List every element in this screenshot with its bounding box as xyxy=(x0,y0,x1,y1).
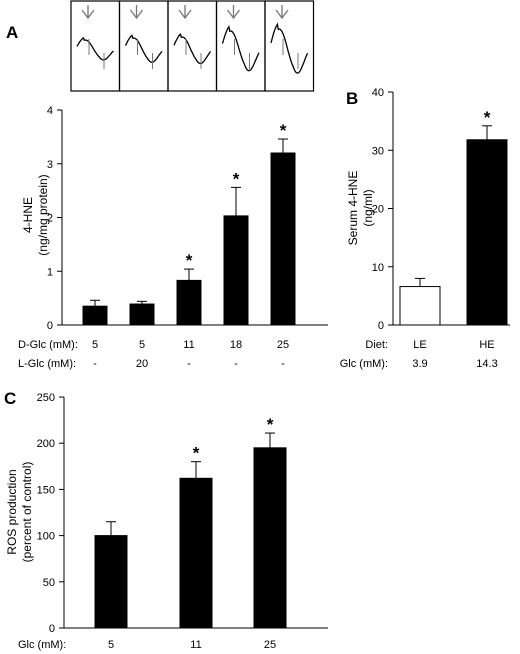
condition-value-b: HE xyxy=(479,339,494,351)
condition-value-a: - xyxy=(281,358,285,370)
y-axis-title-c-line2: (percent of control) xyxy=(20,462,34,563)
condition-value-a: - xyxy=(234,358,238,370)
voltage-trace xyxy=(270,22,309,74)
y-tick-label-c: 0 xyxy=(49,623,55,635)
y-tick-label-a: 0 xyxy=(47,320,53,332)
y-tick-label-c: 200 xyxy=(37,438,55,450)
bar-a xyxy=(270,152,296,326)
condition-row-label-a: D-Glc (mM): xyxy=(18,339,78,351)
y-axis-title-b-line1: Serum 4-HNE xyxy=(346,171,360,246)
y-tick-label-c: 50 xyxy=(43,577,55,589)
condition-row-label-a: L-Glc (mM): xyxy=(18,358,76,370)
condition-value-c: 5 xyxy=(108,639,114,651)
condition-value-a: 20 xyxy=(136,358,148,370)
chart-a-hne-cells: 0 1 2 3 4 * * * D-Glc (mM): 5 5 11 18 25 L-Glc (mM): - 2… xyxy=(18,105,328,370)
y-axis-title-b-line2: (ng/ml) xyxy=(361,189,375,226)
condition-row-label-b: Glc (mM): xyxy=(340,358,388,370)
y-tick-label-b: 30 xyxy=(372,145,384,157)
down-arrow-icon xyxy=(129,5,144,20)
bar-c xyxy=(94,535,128,629)
condition-row-label-b: Diet: xyxy=(365,339,388,351)
significance-star-b: * xyxy=(484,108,491,127)
y-tick-label-a: 4 xyxy=(47,105,53,117)
trace-box xyxy=(118,0,169,92)
bar-b xyxy=(466,139,508,326)
arrow-head xyxy=(226,9,241,20)
chart-b-serum-hne: 0 10 20 30 40 * Diet: LE HE Glc (mM): 3.9 14.3 xyxy=(340,87,510,370)
y-axis-title-c-line1: ROS production xyxy=(5,469,19,554)
down-arrow-icon xyxy=(226,5,241,20)
y-tick-label-a: 2 xyxy=(47,213,53,225)
down-arrow-icon xyxy=(275,5,289,20)
y-tick-label-a: 3 xyxy=(47,159,53,171)
y-tick-label-c: 150 xyxy=(37,484,55,496)
condition-value-c: 11 xyxy=(190,639,201,651)
panel-label-c: C xyxy=(4,389,16,408)
significance-star-a: * xyxy=(233,169,240,188)
chart-c-ros-production: 0 50 100 150 200 250 * * Glc (mM): 5 11 25 xyxy=(18,392,328,651)
condition-value-c: 25 xyxy=(264,639,276,651)
y-tick-label-a: 1 xyxy=(47,266,53,278)
condition-value-a: 5 xyxy=(139,339,145,351)
voltage-trace xyxy=(124,34,163,63)
significance-star-c: * xyxy=(267,415,274,434)
bar-a xyxy=(82,305,108,326)
bar-c xyxy=(253,447,287,629)
y-tick-label-c: 100 xyxy=(37,531,55,543)
condition-value-b: LE xyxy=(413,339,426,351)
significance-star-a: * xyxy=(186,251,193,270)
condition-value-b: 3.9 xyxy=(412,358,427,370)
down-arrow-icon xyxy=(178,5,192,20)
y-tick-label-b: 0 xyxy=(378,320,384,332)
bar-b xyxy=(399,286,441,326)
voltage-trace xyxy=(76,36,114,61)
condition-value-a: 5 xyxy=(92,339,98,351)
condition-value-a: - xyxy=(187,358,191,370)
condition-value-a: 18 xyxy=(230,339,242,351)
down-arrow-icon xyxy=(81,5,95,20)
y-tick-label-c: 250 xyxy=(37,392,55,404)
y-tick-label-b: 20 xyxy=(372,204,384,216)
voltage-trace xyxy=(173,32,212,65)
trace-box xyxy=(167,0,218,92)
panel-label-b: B xyxy=(346,89,358,108)
bar-c xyxy=(179,477,213,629)
trace-box xyxy=(215,0,266,92)
bar-a xyxy=(176,279,202,326)
trace-inset-strip xyxy=(70,0,315,92)
bar-a xyxy=(129,303,155,326)
trace-box xyxy=(264,0,315,92)
y-axis-title-a-line1: 4-HNE xyxy=(21,197,35,233)
arrow-head xyxy=(275,9,289,20)
voltage-trace xyxy=(221,25,260,72)
y-axis-title-a-line2: (ng/mg protein) xyxy=(36,174,50,255)
significance-star-c: * xyxy=(193,444,200,463)
significance-star-a: * xyxy=(280,121,287,140)
y-tick-label-b: 10 xyxy=(372,262,384,274)
condition-row-label-c: Glc (mM): xyxy=(18,639,66,651)
arrow-head xyxy=(129,9,144,20)
trace-box xyxy=(70,0,121,92)
condition-value-a: - xyxy=(93,358,97,370)
condition-value-a: 25 xyxy=(277,339,289,351)
condition-value-a: 11 xyxy=(183,339,194,351)
arrow-head xyxy=(178,9,192,20)
arrow-head xyxy=(81,9,95,20)
panel-label-a: A xyxy=(6,23,18,42)
condition-value-b: 14.3 xyxy=(476,358,497,370)
y-tick-label-b: 40 xyxy=(372,87,384,99)
bar-a xyxy=(223,215,249,326)
